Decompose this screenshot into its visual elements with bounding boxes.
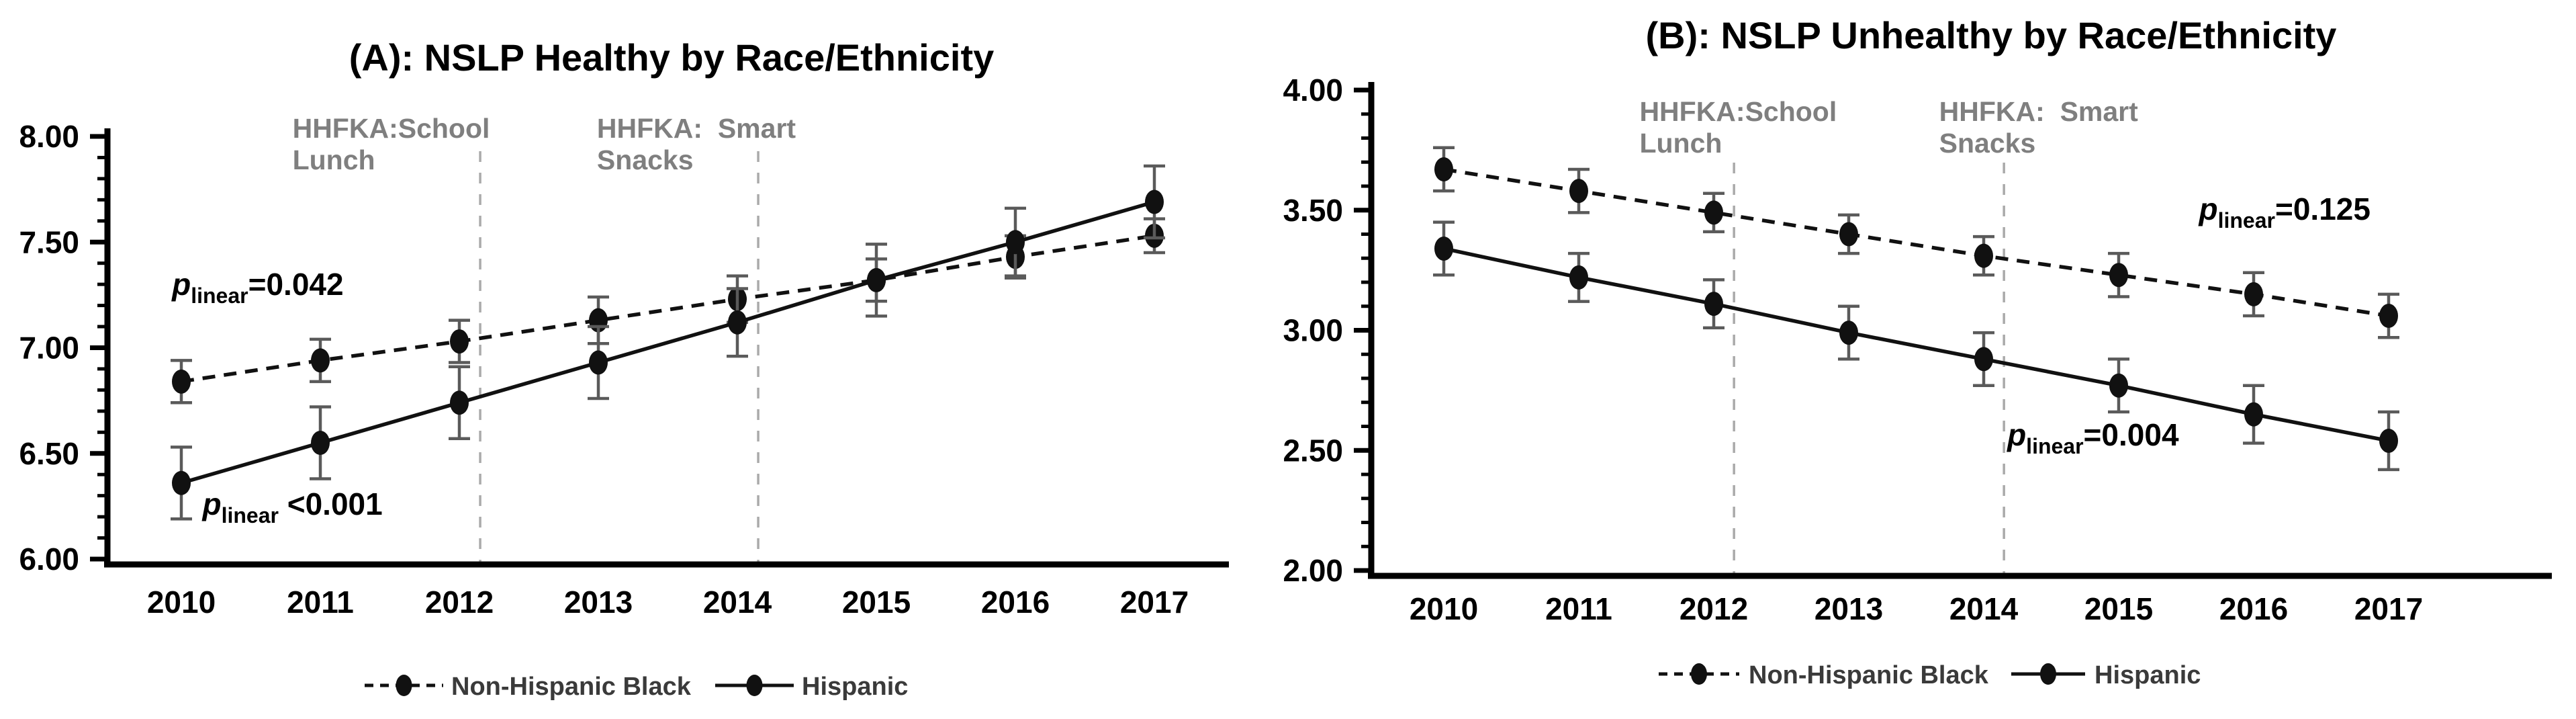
p-value-annotation: plinear=0.004 [2006, 417, 2179, 458]
legend-marker [1691, 663, 1707, 685]
x-tick-label: 2010 [1410, 591, 1478, 626]
data-point-marker [1434, 236, 1453, 261]
data-point-marker [728, 310, 747, 335]
data-point-marker [2379, 428, 2398, 453]
legend: Non-Hispanic Black Hispanic [1659, 661, 2201, 689]
legend-label: Hispanic [2095, 661, 2201, 689]
legend-item: Non-Hispanic Black [1659, 661, 1989, 689]
series-hispanic [1433, 220, 2399, 472]
legend-marker [2040, 663, 2056, 685]
series-non-hispanic-black [1433, 146, 2399, 339]
p-value-annotation: plinear=0.042 [171, 267, 343, 308]
trend-line-solid [181, 200, 1155, 485]
data-point-marker [450, 329, 469, 354]
data-point-marker [1974, 347, 1993, 372]
x-tick-label: 2013 [564, 585, 633, 620]
x-tick-label: 2014 [703, 585, 772, 620]
series-hispanic [171, 164, 1165, 521]
x-tick-label: 2016 [2219, 591, 2288, 626]
x-tick-label: 2011 [1545, 591, 1612, 626]
reference-label-line1: HHFKA:School [1639, 96, 1837, 127]
legend-label: Hispanic [802, 673, 908, 701]
reference-label-line2: Snacks [1939, 128, 2036, 159]
x-tick-label: 2012 [425, 585, 494, 620]
p-value-annotation: plinear <0.001 [201, 487, 382, 527]
data-point-marker [1974, 243, 1993, 268]
y-tick-label: 6.00 [19, 542, 79, 577]
y-tick-label: 7.00 [19, 331, 79, 366]
x-tick-label: 2017 [1120, 585, 1189, 620]
data-point-marker [1569, 179, 1588, 204]
panel-A-title: (A): NSLP Healthy by Race/Ethnicity [349, 36, 995, 79]
y-tick-label: 3.50 [1283, 193, 1343, 228]
y-tick-label: 2.50 [1283, 433, 1343, 468]
data-point-marker [589, 350, 608, 375]
x-tick-label: 2012 [1680, 591, 1748, 626]
legend-item: Non-Hispanic Black [365, 673, 692, 701]
data-point-marker [1839, 222, 1858, 247]
reference-label-line1: HHFKA:School [293, 113, 490, 144]
data-point-marker [311, 348, 330, 373]
y-tick-label: 3.00 [1283, 313, 1343, 348]
data-point-marker [450, 390, 469, 415]
data-point-marker [2109, 263, 2128, 288]
legend-label: Non-Hispanic Black [451, 673, 692, 701]
x-tick-label: 2015 [842, 585, 911, 620]
reference-label-line2: Lunch [1639, 128, 1722, 159]
trend-line-dashed [181, 234, 1155, 384]
reference-label-line1: HHFKA: Smart [1939, 96, 2138, 127]
x-tick-label: 2015 [2084, 591, 2153, 626]
data-point-marker [172, 369, 191, 394]
data-point-marker [1704, 200, 1723, 225]
x-tick-label: 2017 [2354, 591, 2423, 626]
data-point-marker [867, 267, 886, 292]
data-point-marker [172, 470, 191, 495]
data-point-marker [311, 431, 330, 456]
data-point-marker [1145, 189, 1164, 214]
trend-line-dashed [1443, 167, 2389, 318]
data-point-marker [1704, 292, 1723, 316]
trend-line-solid [1443, 247, 2389, 443]
legend-marker [746, 675, 763, 696]
y-tick-label: 7.50 [19, 224, 79, 259]
reference-label-line2: Snacks [597, 144, 694, 175]
legend-marker [396, 675, 412, 696]
reference-label-line2: Lunch [293, 144, 375, 175]
panel-B: (B): NSLP Unhealthy by Race/Ethnicity HHF… [1283, 14, 2552, 689]
x-tick-label: 2016 [981, 585, 1050, 620]
data-point-marker [1006, 230, 1025, 255]
data-point-marker [2244, 402, 2263, 427]
legend: Non-Hispanic Black Hispanic [365, 673, 908, 701]
legend-item: Hispanic [2011, 661, 2201, 689]
y-tick-label: 6.50 [19, 436, 79, 471]
data-point-marker [2109, 373, 2128, 398]
panel-B-title: (B): NSLP Unhealthy by Race/Ethnicity [1646, 14, 2337, 56]
y-tick-label: 2.00 [1283, 553, 1343, 588]
data-point-marker [1839, 321, 1858, 345]
x-tick-label: 2014 [1949, 591, 2019, 626]
data-point-marker [1434, 157, 1453, 181]
y-tick-label: 4.00 [1283, 73, 1343, 108]
legend-label: Non-Hispanic Black [1749, 661, 1989, 689]
p-value-annotation: plinear=0.125 [2197, 192, 2370, 232]
x-tick-label: 2010 [147, 585, 216, 620]
data-point-marker [1569, 265, 1588, 290]
legend-item: Hispanic [715, 673, 908, 701]
x-tick-label: 2011 [287, 585, 354, 620]
data-point-marker [2379, 304, 2398, 329]
reference-label-line1: HHFKA: Smart [597, 113, 796, 144]
y-tick-label: 8.00 [19, 119, 79, 154]
data-point-marker [2244, 282, 2263, 306]
panel-A: (A): NSLP Healthy by Race/Ethnicity HHFKA… [19, 36, 1229, 701]
x-tick-label: 2013 [1814, 591, 1883, 626]
